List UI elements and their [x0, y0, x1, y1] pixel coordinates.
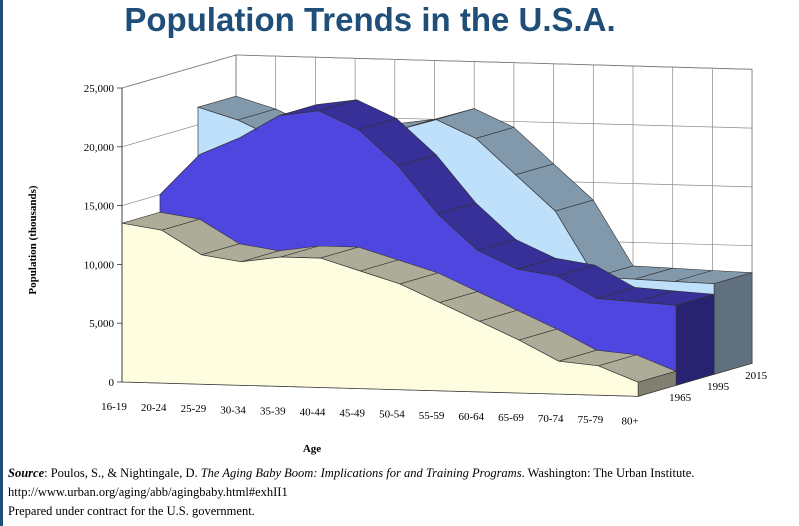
x-tick-label: 20-24 [141, 402, 167, 414]
gridline-horizontal [121, 54, 753, 89]
series-layer [121, 95, 753, 397]
y-tick-label: 5,000 [89, 318, 114, 330]
source-publisher: . Washington: The Urban Institute. http:… [8, 466, 695, 499]
x-tick-label: 55-59 [419, 410, 445, 422]
y-tick-label: 10,000 [84, 259, 115, 271]
x-tick-label: 50-54 [379, 409, 405, 421]
series-end-cap [713, 272, 753, 375]
x-tick-label: 35-39 [260, 405, 286, 417]
source-lead: Source [8, 466, 45, 480]
source-note: Source: Poulos, S., & Nightingale, D. Th… [8, 464, 788, 521]
x-tick-label: 80+ [621, 415, 638, 427]
y-tick-label: 15,000 [84, 201, 115, 213]
x-axis-title: Age [303, 443, 321, 455]
x-tick-label: 25-29 [181, 403, 207, 415]
x-tick-label: 30-34 [220, 404, 246, 416]
left-accent-bar [0, 0, 3, 526]
source-gov-note: Prepared under contract for the U.S. gov… [8, 504, 255, 518]
y-tick-label: 20,000 [84, 142, 115, 154]
x-tick-label: 60-64 [458, 411, 484, 423]
series-1965 [121, 211, 678, 397]
series-label-1995: 1995 [707, 381, 730, 393]
chart-title: Population Trends in the U.S.A. [124, 1, 616, 38]
axes-layer: 0 5,000 10,000 15,000 20,000 25,000 16-19 20-24… [27, 83, 768, 455]
series-end-cap [675, 293, 715, 386]
x-tick-label: 75-79 [578, 414, 604, 426]
source-book-title: The Aging Baby Boom: Implications for an… [200, 466, 522, 480]
x-tick-label: 70-74 [538, 413, 564, 425]
x-tick-label: 45-49 [339, 408, 365, 420]
series-label-2015: 2015 [745, 370, 768, 382]
x-tick-label: 16-19 [101, 401, 127, 413]
y-tick-label: 25,000 [84, 83, 115, 95]
series-front-face [121, 222, 639, 397]
y-tick-label: 0 [109, 377, 115, 389]
x-tick-label: 40-44 [300, 407, 326, 419]
x-tick-label: 65-69 [498, 412, 524, 424]
series-label-1965: 1965 [669, 392, 692, 404]
population-3d-area-chart: 0 5,000 10,000 15,000 20,000 25,000 16-19 20-24… [27, 54, 768, 455]
source-authors: : Poulos, S., & Nightingale, D. [44, 466, 201, 480]
y-axis-title: Population (thousands) [27, 185, 39, 294]
